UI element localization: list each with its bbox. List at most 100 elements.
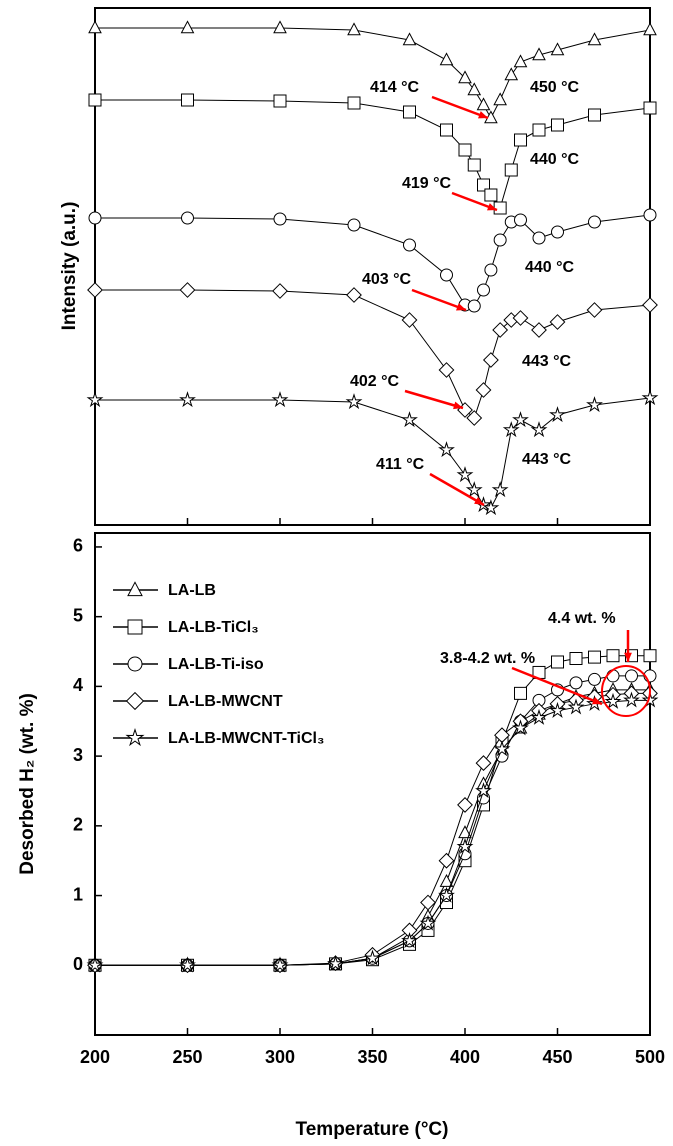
arrow-head xyxy=(592,696,602,705)
y-tick-label: 4 xyxy=(73,675,83,695)
marker xyxy=(606,669,620,683)
legend-label: LA-LB-MWCNT-TiCl₃ xyxy=(168,730,324,747)
annotation: 414 °C xyxy=(370,79,420,96)
arrow-head xyxy=(453,401,463,410)
marker xyxy=(484,188,498,202)
marker xyxy=(491,481,509,498)
marker xyxy=(402,32,417,46)
marker xyxy=(643,208,657,222)
marker xyxy=(550,42,565,56)
arrow xyxy=(411,288,467,312)
marker xyxy=(125,727,145,747)
marker xyxy=(180,20,195,34)
marker xyxy=(88,211,102,225)
marker xyxy=(127,619,143,635)
marker xyxy=(484,263,498,277)
x-tick-label: 500 xyxy=(635,1047,665,1067)
annotation: 4.4 wt. % xyxy=(548,610,616,627)
marker xyxy=(504,163,518,177)
marker xyxy=(492,322,509,338)
marker xyxy=(532,47,546,61)
marker xyxy=(475,782,492,799)
arrow xyxy=(511,666,603,706)
marker xyxy=(347,218,361,232)
marker xyxy=(643,22,657,36)
y-tick-label: 5 xyxy=(73,605,83,625)
annotation: 450 °C xyxy=(530,79,580,96)
annotation: 402 °C xyxy=(350,373,400,390)
marker xyxy=(181,93,194,107)
marker xyxy=(364,949,381,966)
arrow-head xyxy=(624,652,632,662)
marker xyxy=(477,178,490,192)
marker xyxy=(482,499,500,516)
arrow-head xyxy=(478,111,488,119)
marker xyxy=(551,118,564,132)
marker xyxy=(513,54,528,68)
marker xyxy=(493,201,507,215)
x-axis-label: Temperature (°C) xyxy=(296,1119,449,1140)
annotation: 3.8-4.2 wt. % xyxy=(440,650,535,667)
highlight-ellipse xyxy=(601,665,651,717)
y-tick-label: 0 xyxy=(73,954,83,974)
arrow xyxy=(431,95,489,120)
marker xyxy=(606,649,620,663)
marker xyxy=(439,52,454,66)
annotation: 403 °C xyxy=(362,271,412,288)
annotation: 440 °C xyxy=(525,259,575,276)
marker xyxy=(549,406,566,423)
marker xyxy=(569,652,583,665)
marker xyxy=(514,686,527,700)
marker xyxy=(467,158,481,172)
marker xyxy=(467,82,482,96)
arrow-head xyxy=(487,203,497,211)
marker xyxy=(641,691,659,708)
arrow-head xyxy=(456,303,466,311)
x-tick-label: 400 xyxy=(450,1047,480,1067)
marker xyxy=(493,92,507,106)
marker xyxy=(87,282,103,298)
marker xyxy=(458,143,472,157)
x-tick-label: 450 xyxy=(542,1047,572,1067)
marker xyxy=(327,955,344,972)
marker xyxy=(88,20,102,34)
y-axis-label: Desorbed H₂ (wt. %) xyxy=(17,693,38,875)
arrow-head xyxy=(474,497,484,505)
marker xyxy=(272,283,288,299)
y-tick-label: 1 xyxy=(73,884,83,904)
marker xyxy=(401,932,418,949)
x-tick-label: 250 xyxy=(172,1047,202,1067)
marker xyxy=(440,123,453,137)
marker xyxy=(440,268,453,282)
marker xyxy=(588,108,601,122)
marker xyxy=(273,212,287,226)
legend-label: LA-LB xyxy=(168,582,216,599)
marker xyxy=(586,396,603,413)
marker xyxy=(127,581,143,597)
marker xyxy=(502,421,520,438)
marker xyxy=(466,410,483,426)
marker xyxy=(567,698,585,715)
marker xyxy=(403,238,416,252)
marker xyxy=(345,393,363,410)
marker xyxy=(549,314,566,330)
marker xyxy=(641,389,659,406)
marker xyxy=(438,362,455,378)
marker xyxy=(420,894,436,911)
marker xyxy=(456,837,474,854)
x-tick-label: 350 xyxy=(357,1047,387,1067)
legend-label: LA-LB-Ti-iso xyxy=(168,656,264,673)
marker xyxy=(625,669,638,683)
marker xyxy=(530,421,548,438)
marker xyxy=(623,691,640,708)
marker xyxy=(86,956,104,973)
marker xyxy=(271,956,289,973)
marker xyxy=(642,297,658,313)
marker xyxy=(643,649,657,663)
marker xyxy=(475,755,492,771)
marker xyxy=(179,391,196,408)
marker xyxy=(273,20,287,34)
marker xyxy=(569,676,583,690)
legend-label: LA-LB-TiCl₃ xyxy=(168,619,259,636)
marker xyxy=(401,312,418,328)
